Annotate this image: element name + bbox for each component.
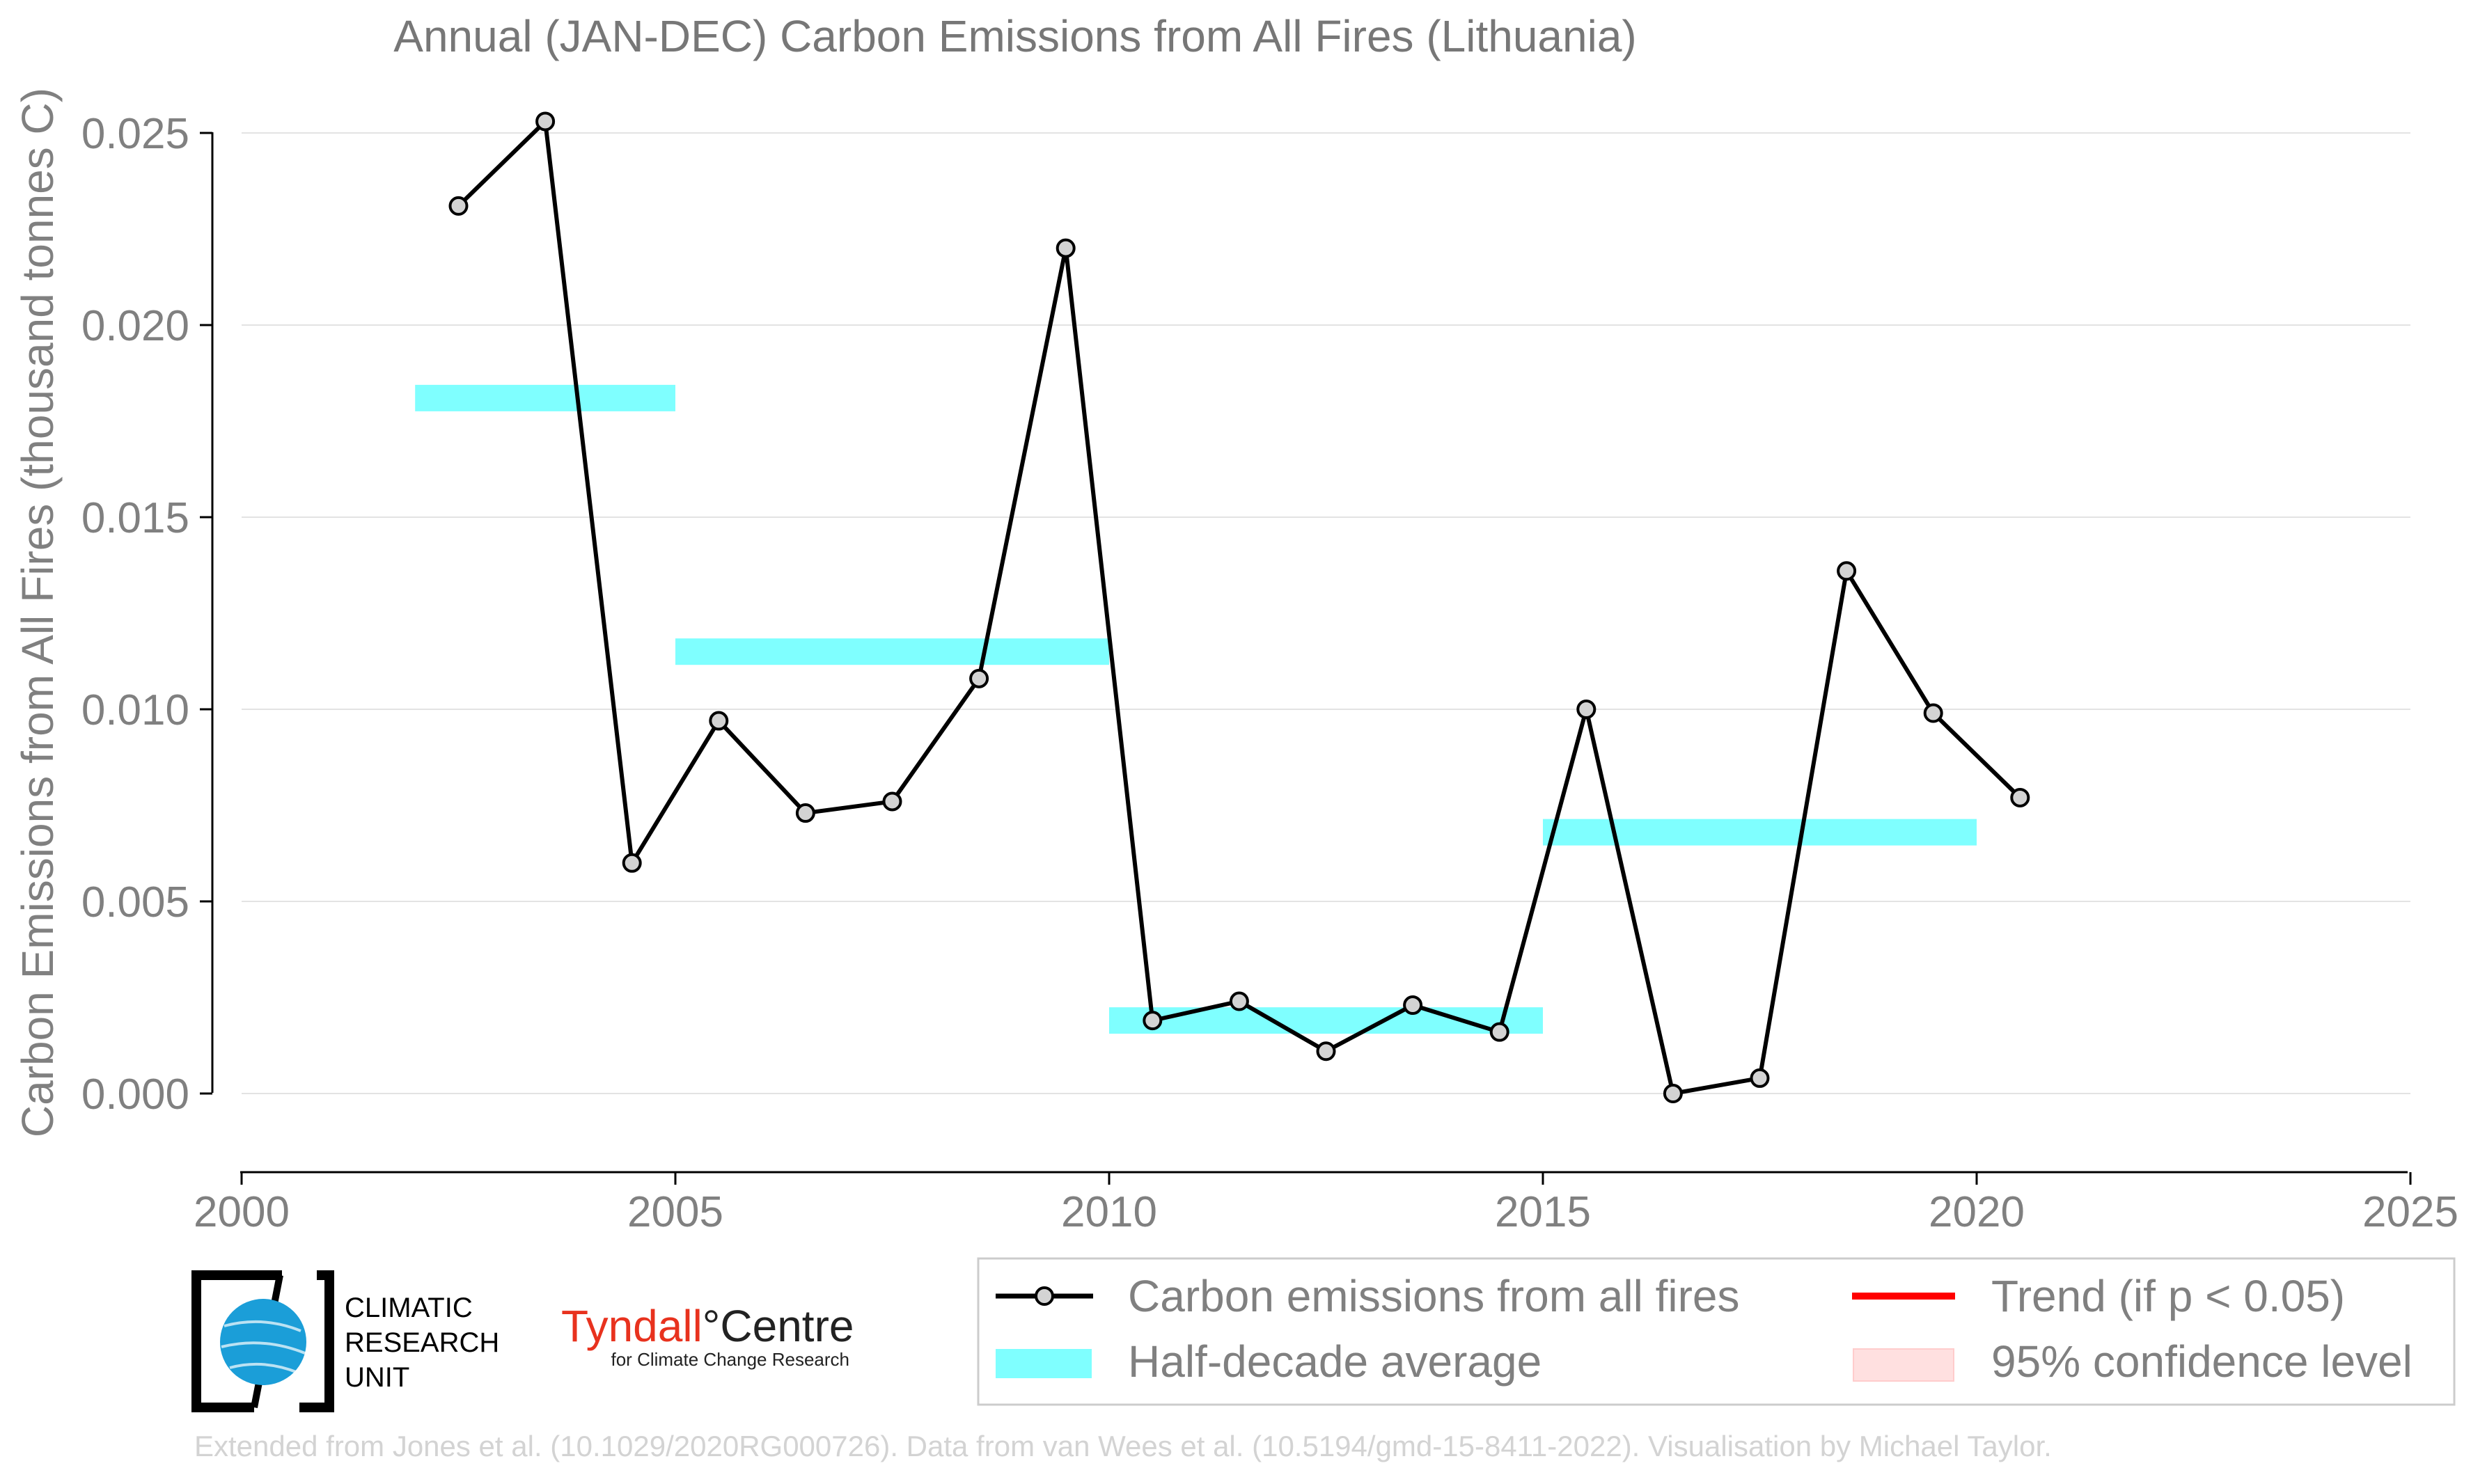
legend-label-series: Carbon emissions from all fires: [1128, 1271, 1740, 1321]
data-point: [1143, 1011, 1163, 1031]
legend-label-average: Half-decade average: [1128, 1336, 1542, 1387]
legend-label-confidence: 95% confidence level: [1991, 1336, 2413, 1387]
data-point: [1837, 561, 1857, 581]
half-decade-bands: [415, 384, 1977, 1034]
data-point: [1403, 995, 1423, 1016]
y-tick-label: 0.005: [81, 878, 189, 926]
cru-line-3: UNIT: [345, 1362, 409, 1393]
y-ticks: 0.000 0.005 0.010 0.015 0.020 0.025: [81, 110, 212, 1119]
data-point: [882, 791, 902, 812]
tyndall-logo: Tyndall°Centre for Climate Change Resear…: [561, 1301, 854, 1370]
x-tick-label: 2015: [1495, 1188, 1591, 1236]
x-tick-label: 2020: [1929, 1188, 2025, 1236]
legend-label-trend: Trend (if p < 0.05): [1991, 1271, 2345, 1321]
data-point: [2010, 787, 2030, 807]
y-tick-label: 0.000: [81, 1071, 189, 1119]
half-decade-band: [1543, 819, 1977, 846]
legend-frame: [977, 1257, 2456, 1406]
half-decade-band: [415, 384, 675, 411]
data-point: [1750, 1068, 1770, 1088]
legend-swatch-confidence: [1853, 1348, 1954, 1382]
data-point: [709, 711, 729, 731]
data-point: [1923, 703, 1943, 723]
cru-line-2: RESEARCH: [345, 1327, 499, 1358]
legend-swatch-average: [996, 1349, 1092, 1378]
series-markers: [448, 111, 2030, 1103]
data-point: [1576, 700, 1597, 719]
x-tick-label: 2025: [2362, 1188, 2458, 1236]
data-point: [622, 853, 642, 873]
cru-frame: [191, 1270, 334, 1412]
x-tick-label: 2000: [194, 1188, 290, 1236]
y-axis-label: Carbon Emissions from All Fires (thousan…: [13, 88, 63, 1137]
svg-text:Tyndall°Centre: Tyndall°Centre: [561, 1301, 854, 1351]
half-decade-band: [1109, 1007, 1543, 1034]
half-decade-band: [675, 638, 1109, 665]
x-ticks: 2000 2005 2010 2015 2020 2025: [194, 1172, 2458, 1236]
y-tick-label: 0.010: [81, 686, 189, 734]
data-point: [1316, 1041, 1336, 1061]
cru-line-1: CLIMATIC: [345, 1293, 473, 1323]
data-point: [1489, 1022, 1509, 1042]
cru-logo: CLIMATIC RESEARCH UNIT: [191, 1270, 499, 1412]
tyndall-suffix: °Centre: [703, 1301, 854, 1351]
tyndall-tagline: for Climate Change Research: [611, 1349, 850, 1370]
legend-marker-series: [1035, 1286, 1054, 1306]
data-point: [535, 111, 556, 132]
series-line: [457, 119, 2022, 1096]
chart-title: Annual (JAN-DEC) Carbon Emissions from A…: [393, 11, 1636, 61]
data-point: [448, 196, 469, 216]
y-tick-label: 0.020: [81, 302, 189, 350]
x-tick-label: 2005: [627, 1188, 723, 1236]
y-tick-label: 0.025: [81, 110, 189, 158]
data-point: [795, 803, 815, 823]
credit-line: Extended from Jones et al. (10.1029/2020…: [194, 1430, 2052, 1462]
grid-lines: [242, 132, 2410, 1094]
data-point: [969, 668, 989, 688]
legend: Carbon emissions from all fires Trend (i…: [977, 1257, 2456, 1406]
x-tick-label: 2010: [1061, 1188, 1157, 1236]
tyndall-name: Tyndall: [561, 1301, 703, 1351]
data-point: [1663, 1084, 1683, 1103]
data-point: [1229, 991, 1249, 1011]
emissions-line: [457, 119, 2022, 1096]
y-tick-label: 0.015: [81, 494, 189, 542]
data-point: [1056, 238, 1076, 258]
globe-icon: [220, 1299, 306, 1385]
